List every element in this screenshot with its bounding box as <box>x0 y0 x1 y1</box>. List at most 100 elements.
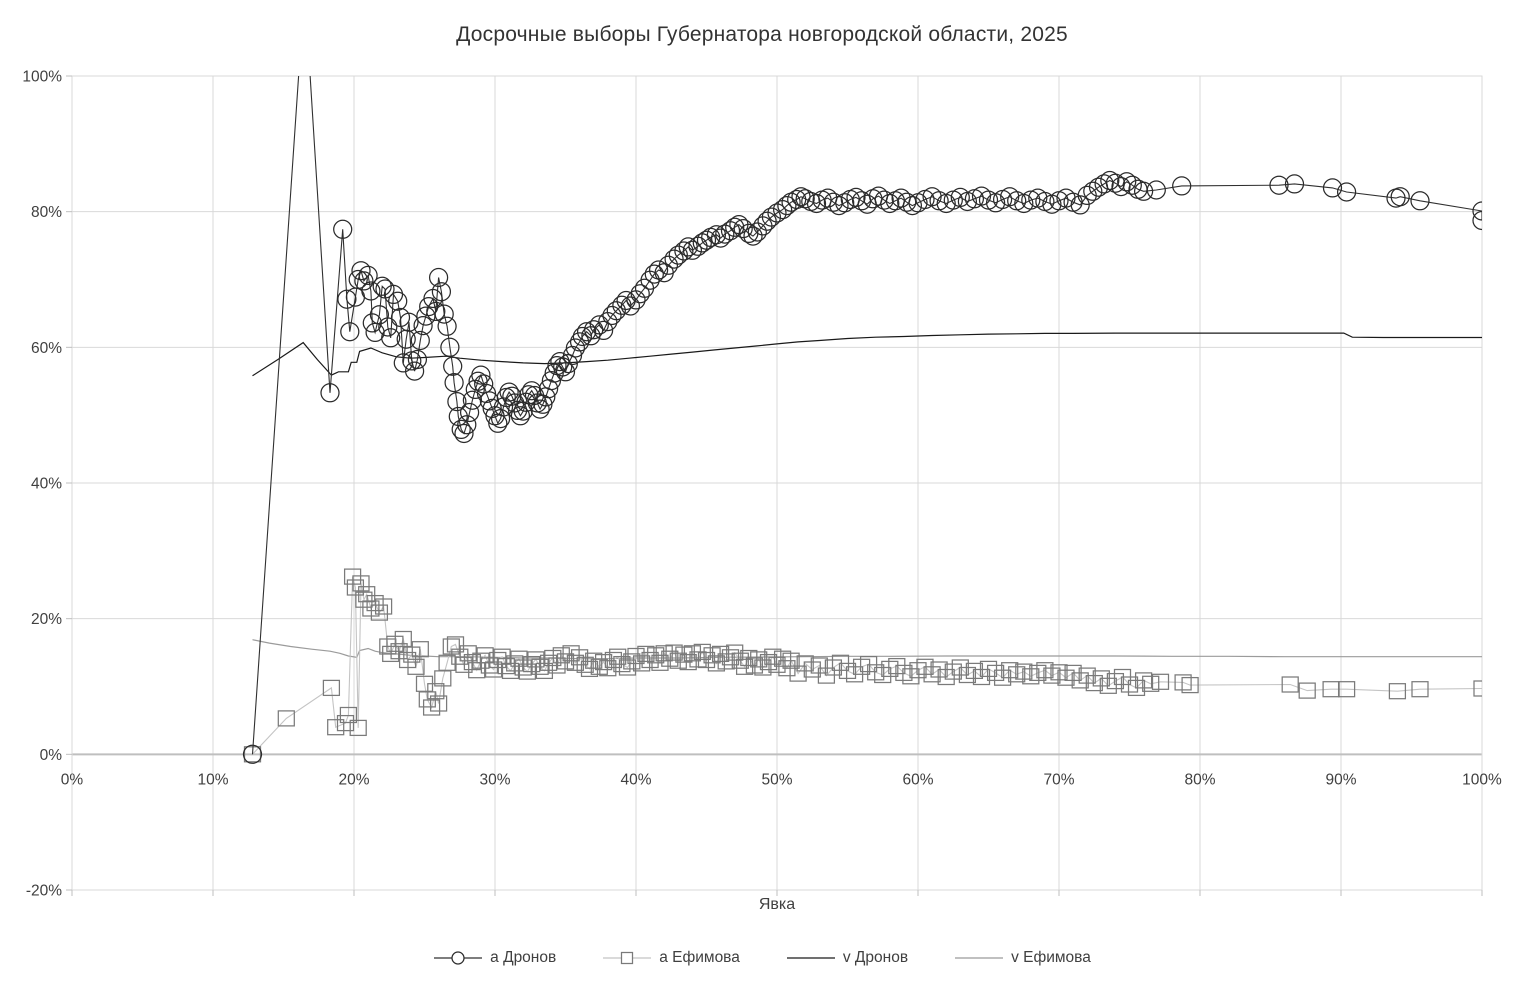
marker-square <box>407 658 425 675</box>
marker-square <box>1298 682 1316 699</box>
x-axis-title: Явка <box>758 896 796 913</box>
series-v-efimova <box>252 639 1482 660</box>
marker-circle <box>454 423 474 444</box>
marker-circle <box>897 192 917 212</box>
marker-square <box>1022 668 1040 685</box>
marker-circle <box>410 330 430 351</box>
y-tick-label: 60% <box>31 340 62 357</box>
marker-square <box>1036 662 1054 679</box>
marker-square <box>1181 676 1199 694</box>
marker-circle <box>747 222 767 242</box>
marker-square <box>566 654 585 671</box>
marker-square <box>979 660 998 678</box>
marker-square <box>1008 666 1026 683</box>
marker-square <box>355 591 373 608</box>
marker-circle <box>1070 195 1090 215</box>
marker-square <box>874 666 892 684</box>
marker-square <box>782 652 800 669</box>
marker-square <box>438 654 456 671</box>
marker-square <box>1174 674 1192 691</box>
legend-label: v Ефимова <box>1011 949 1091 966</box>
marker-circle <box>835 193 855 213</box>
marker-square <box>1001 662 1019 679</box>
marker-circle <box>541 370 562 391</box>
marker-circle <box>555 362 576 382</box>
marker-square <box>594 653 613 671</box>
marker-square <box>427 683 445 700</box>
marker-square <box>374 598 393 615</box>
marker-circle <box>242 744 263 764</box>
marker-circle <box>658 255 679 275</box>
marker-circle <box>361 281 381 301</box>
x-tick-label: 0% <box>61 771 84 788</box>
marker-square <box>1106 672 1125 690</box>
marker-square <box>422 699 441 716</box>
marker-circle <box>777 195 797 216</box>
marker-square <box>796 655 814 672</box>
marker-circle <box>1083 181 1103 201</box>
series-v-dronov <box>252 332 1482 377</box>
marker-circle <box>358 265 378 286</box>
marker-square <box>1337 681 1356 698</box>
marker-circle <box>383 284 404 305</box>
marker-square <box>789 665 807 682</box>
marker-circle <box>644 264 664 284</box>
marker-circle <box>426 301 446 322</box>
marker-circle <box>550 351 570 372</box>
marker-square <box>824 659 843 676</box>
marker-square <box>1071 672 1089 689</box>
marker-circle <box>761 207 782 227</box>
marker-circle <box>757 211 777 231</box>
series-a-dronov <box>242 76 1482 764</box>
marker-square <box>937 668 955 686</box>
marker-square <box>895 664 913 682</box>
legend: а Дронов а Ефимова v Дронов v Ефимова <box>0 949 1524 967</box>
marker-square <box>958 666 977 684</box>
legend-marker-square-icon <box>603 951 652 965</box>
y-tick-label: 40% <box>31 476 62 493</box>
marker-square <box>580 660 599 678</box>
marker-circle <box>444 372 464 393</box>
marker-circle <box>490 408 511 429</box>
marker-circle <box>576 322 597 342</box>
marker-square <box>909 662 927 679</box>
marker-circle <box>696 230 717 250</box>
marker-circle <box>404 361 425 381</box>
marker-circle <box>407 349 428 370</box>
marker-circle <box>1133 181 1154 201</box>
legend-item-a-dronov: а Дронов <box>433 949 556 967</box>
marker-circle <box>846 187 866 208</box>
marker-circle <box>1472 201 1482 221</box>
marker-circle <box>725 217 745 237</box>
series-line-v-dronov <box>252 332 1482 377</box>
marker-circle <box>413 315 433 336</box>
legend-item-v-dronov: v Дронов <box>786 949 908 967</box>
marker-circle <box>388 291 408 311</box>
marker-circle <box>553 357 573 377</box>
series-a-efimova <box>243 568 1482 763</box>
y-tick-label: -20% <box>26 883 62 900</box>
marker-circle <box>351 261 371 281</box>
marker-circle <box>823 192 844 212</box>
marker-circle <box>471 365 491 385</box>
marker-square <box>1099 677 1117 694</box>
marker-square <box>965 662 984 680</box>
marker-square <box>277 710 295 727</box>
marker-circle <box>499 382 519 402</box>
marker-square <box>852 658 871 675</box>
marker-circle <box>706 225 727 245</box>
marker-circle <box>710 228 731 248</box>
marker-circle <box>1172 176 1192 196</box>
marker-circle <box>362 313 382 333</box>
marker-circle <box>715 224 735 244</box>
marker-square <box>1050 664 1068 681</box>
marker-circle <box>874 190 894 210</box>
marker-circle <box>630 284 650 304</box>
marker-square <box>1015 663 1033 680</box>
marker-square <box>923 666 941 683</box>
marker-circle <box>434 304 454 324</box>
marker-circle <box>1322 178 1343 198</box>
marker-circle <box>1390 187 1410 207</box>
marker-circle <box>510 406 531 426</box>
marker-circle <box>1122 175 1142 195</box>
